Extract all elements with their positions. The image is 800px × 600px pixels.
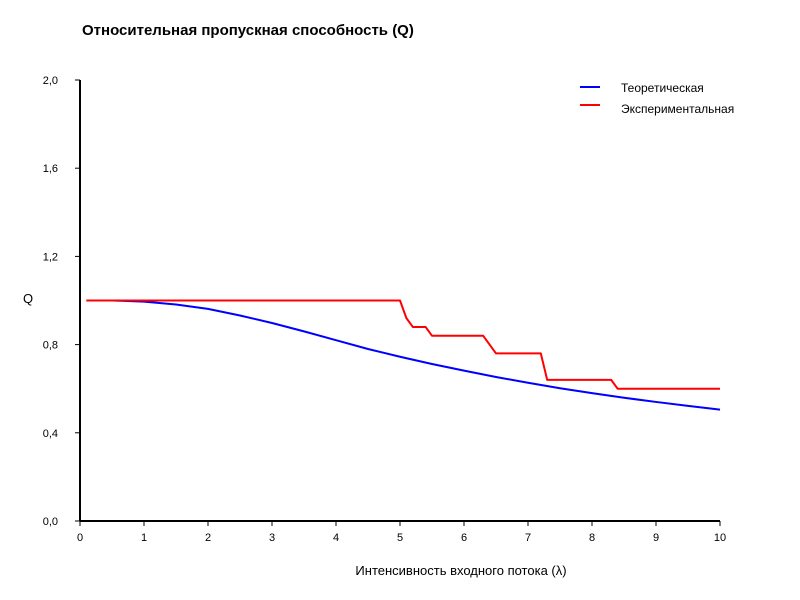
series-line-experimental — [86, 299, 720, 390]
x-tick-label: 0 — [77, 532, 83, 544]
legend-label-theoretical: Теоретическая — [621, 81, 704, 95]
x-tick-label: 8 — [589, 532, 595, 544]
y-tick-label: 0,8 — [43, 340, 58, 352]
x-tick-label: 4 — [333, 532, 339, 544]
x-axis-label: Интенсивность входного потока (λ) — [355, 563, 566, 578]
y-tick-label: 0,0 — [43, 516, 58, 528]
y-tick-label: 2,0 — [43, 75, 58, 87]
series-line-theoretical — [86, 299, 721, 411]
chart-title: Относительная пропускная способность (Q) — [82, 22, 414, 39]
legend: Теоретическая Экспериментальная — [580, 81, 734, 116]
y-tick-label: 1,6 — [43, 163, 58, 175]
x-tick-label: 9 — [653, 532, 659, 544]
x-tick-label: 6 — [461, 532, 467, 544]
x-tick-label: 5 — [397, 532, 403, 544]
x-ticks: 0 1 2 3 4 5 6 7 8 9 10 — [77, 521, 726, 544]
legend-label-experimental: Экспериментальная — [621, 102, 734, 116]
series-layer — [86, 299, 721, 411]
x-tick-label: 3 — [269, 532, 275, 544]
x-tick-label: 2 — [205, 532, 211, 544]
x-tick-label: 1 — [141, 532, 147, 544]
x-tick-label: 10 — [714, 532, 726, 544]
y-ticks: 0,0 0,4 0,8 1,2 1,6 2,0 — [43, 75, 80, 528]
y-tick-label: 1,2 — [43, 251, 58, 263]
x-tick-label: 7 — [525, 532, 531, 544]
y-tick-label: 0,4 — [43, 428, 58, 440]
y-axis-label: Q — [23, 291, 33, 306]
